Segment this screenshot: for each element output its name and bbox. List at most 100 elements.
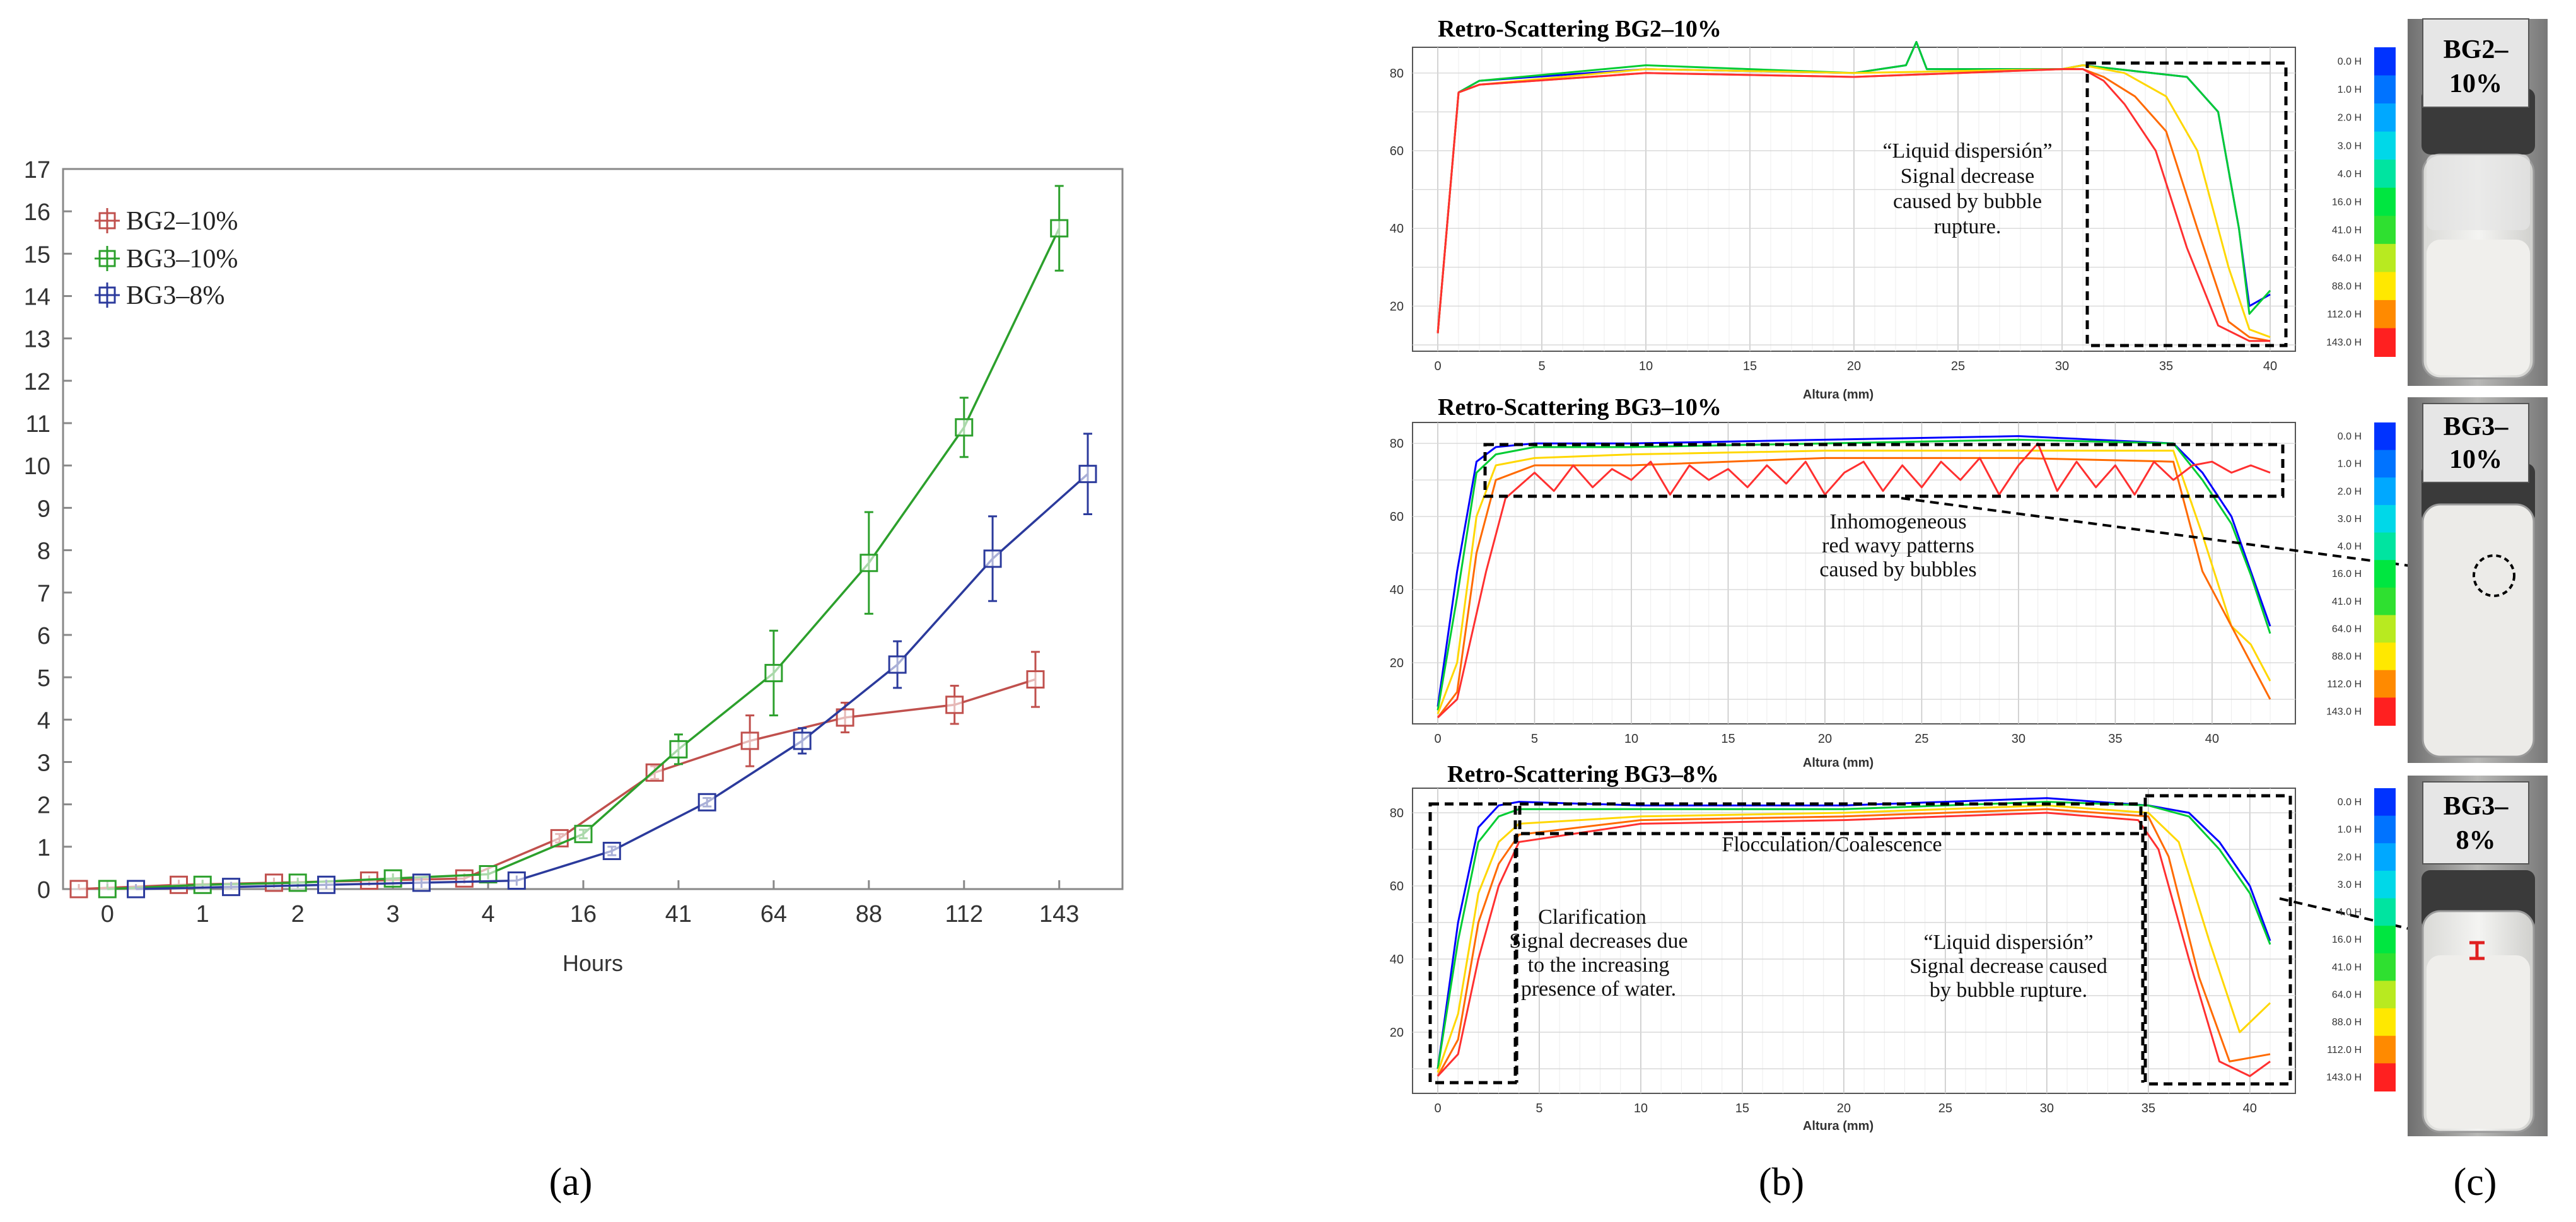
colorbar-label: 2.0 H [2338, 113, 2362, 124]
colorbar-label: 3.0 H [2338, 514, 2362, 525]
x-tick-label: 5 [1536, 1102, 1542, 1115]
data-point [983, 549, 1002, 568]
y-tick-label: 16 [24, 199, 50, 226]
y-tick-label: 20 [1390, 300, 1404, 313]
y-tick-label: 80 [1390, 806, 1404, 820]
data-point [412, 873, 431, 892]
colorbar-swatch [2374, 532, 2396, 561]
x-tick-label: 35 [2108, 732, 2122, 746]
colorbar-swatch [2374, 1063, 2396, 1091]
series-group [1437, 41, 2271, 342]
colorbar-swatch [2374, 953, 2396, 982]
svg-text:red wavy patterns: red wavy patterns [1822, 534, 1974, 557]
y-tick-label: 0 [37, 877, 50, 904]
x-tick-label: 88 [856, 901, 882, 928]
colorbar-label: 143.0 H [2326, 706, 2362, 717]
colorbar-label: 112.0 H [2327, 1045, 2362, 1056]
data-point [455, 869, 474, 888]
colorbar-swatch [2374, 131, 2396, 161]
colorbar-legend: 0.0 H 1.0 H 2.0 H 3.0 H 4.0 H 16.0 H 41.0 H 64.… [2326, 47, 2396, 357]
x-axis-label: Altura (mm) [1803, 756, 1874, 770]
axis-ticks: 0 5 10 15 20 25 30 35 40 20 40 60 80 [1390, 806, 2257, 1115]
x-axis-label: Altura (mm) [1803, 1119, 1874, 1133]
y-tick-label: 7 [37, 581, 50, 607]
y-tick-label: 5 [37, 665, 50, 692]
data-point [98, 880, 117, 899]
legend-item-bg2-10: BG2–10% [95, 207, 238, 236]
x-tick-label: 40 [2205, 732, 2219, 746]
colorbar-label: 0.0 H [2338, 431, 2362, 442]
data-point [127, 880, 146, 899]
data-point [193, 875, 212, 894]
x-tick-label: 20 [1818, 732, 1832, 746]
data-point [69, 880, 88, 899]
svg-text:Flocculation/Coalescence: Flocculation/Coalescence [1722, 833, 1942, 856]
x-tick-label: 41 [665, 901, 692, 928]
colorbar-label: 112.0 H [2327, 310, 2362, 320]
colorbar-swatch [2374, 160, 2396, 189]
panel-label-c: (c) [2454, 1161, 2497, 1204]
annotation-box [2085, 61, 2288, 347]
colorbar-label: 2.0 H [2338, 852, 2362, 863]
x-tick-label: 15 [1743, 359, 1757, 373]
x-axis-ticks: 0 1 2 3 4 16 41 64 88 112 143 [101, 880, 1079, 928]
photo-label: BG3– [2444, 792, 2509, 821]
data-point [1050, 219, 1069, 238]
x-tick-label: 64 [761, 901, 787, 928]
data-point [507, 871, 526, 890]
x-axis-label: Hours [562, 950, 623, 976]
panel-b1-chart: Retro-Scattering BG2–10% 0 5 10 15 20 25 30 35 4… [1390, 16, 2296, 402]
plot-frame [62, 168, 1124, 890]
y-tick-label: 13 [24, 327, 50, 353]
colorbar-swatch [2374, 670, 2396, 699]
colorbar-swatch [2374, 815, 2396, 844]
legend-label: BG2–10% [126, 207, 238, 236]
data-point [764, 663, 783, 682]
grid [1413, 422, 2295, 724]
svg-text:“Liquid dispersión”: “Liquid dispersión” [1882, 139, 2052, 163]
x-tick-label: 40 [2263, 359, 2277, 373]
colorbar-label: 16.0 H [2332, 197, 2362, 207]
colorbar-label: 16.0 H [2332, 934, 2362, 945]
data-point [697, 793, 716, 812]
colorbar-swatch [2374, 328, 2396, 357]
y-tick-label: 11 [26, 411, 50, 438]
colorbar-swatch [2374, 587, 2396, 616]
chart-title: Retro-Scattering BG2–10% [1438, 16, 1722, 42]
data-point [740, 731, 759, 750]
data-point [860, 554, 878, 573]
x-tick-label: 40 [2243, 1102, 2257, 1115]
annotation-box-flocculation [1518, 802, 2143, 835]
y-tick-label: 60 [1390, 144, 1404, 158]
series-line-64.0 H [1437, 804, 2271, 1073]
series-line-112.0 H [1437, 442, 2271, 719]
colorbar-swatch [2374, 187, 2396, 217]
x-tick-label: 0 [1434, 732, 1441, 746]
y-tick-label: 20 [1390, 1026, 1404, 1040]
panel-c-photos: BG2– 10% BG3– 10% BG3– 8% [2408, 18, 2548, 1136]
x-tick-label: 20 [1837, 1102, 1851, 1115]
x-tick-label: 16 [570, 901, 597, 928]
colorbar-label: 88.0 H [2332, 1017, 2362, 1028]
y-tick-label: 20 [1390, 656, 1404, 670]
colorbar-label: 0.0 H [2338, 797, 2362, 808]
colorbar-swatch [2374, 422, 2396, 451]
colorbar-label: 41.0 H [2332, 962, 2362, 973]
y-tick-label: 12 [24, 369, 50, 395]
data-point [602, 842, 621, 861]
colorbar-swatch [2374, 1008, 2396, 1037]
svg-text:Inhomogeneous: Inhomogeneous [1829, 510, 1966, 533]
colorbar-label: 3.0 H [2338, 141, 2362, 151]
colorbar-label: 4.0 H [2338, 907, 2362, 918]
x-tick-label: 5 [1531, 732, 1538, 746]
y-tick-label: 40 [1390, 222, 1404, 236]
axis-ticks: 0 5 10 15 20 25 30 35 40 20 40 60 80 [1390, 437, 2219, 746]
x-tick-label: 10 [1624, 732, 1638, 746]
photo-label: BG2– [2444, 35, 2509, 64]
svg-text:by bubble rupture.: by bubble rupture. [1930, 979, 2087, 1002]
colorbar-swatch [2374, 926, 2396, 954]
series-BG3–8% [127, 433, 1097, 899]
data-point [669, 740, 688, 759]
x-tick-label: 15 [1735, 1102, 1749, 1115]
panel-label-a: (a) [549, 1161, 593, 1204]
